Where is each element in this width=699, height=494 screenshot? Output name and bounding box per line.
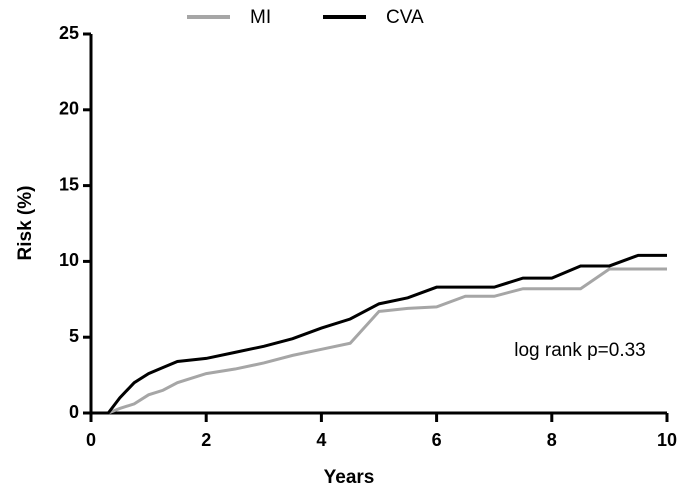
x-tick-label: 4 (316, 430, 326, 450)
series-line (91, 253, 667, 415)
y-axis-title: Risk (%) (15, 186, 36, 261)
annotation: log rank p=0.33 (514, 340, 646, 361)
y-tick-label: 25 (59, 23, 79, 43)
series-line (91, 267, 667, 415)
y-tick-label: 0 (69, 402, 79, 422)
x-tick-label: 6 (432, 430, 442, 450)
x-tick-label: 0 (86, 430, 96, 450)
legend-label: MI (250, 7, 271, 28)
y-tick-label: 20 (59, 99, 79, 119)
y-tick-label: 10 (59, 250, 79, 270)
y-tick-label: 15 (59, 174, 79, 194)
x-tick-label: 10 (657, 430, 677, 450)
x-tick-label: 2 (201, 430, 211, 450)
legend-label: CVA (386, 7, 424, 28)
x-tick-label: 8 (547, 430, 557, 450)
x-axis-title: Years (324, 467, 375, 488)
y-tick-label: 5 (69, 326, 79, 346)
